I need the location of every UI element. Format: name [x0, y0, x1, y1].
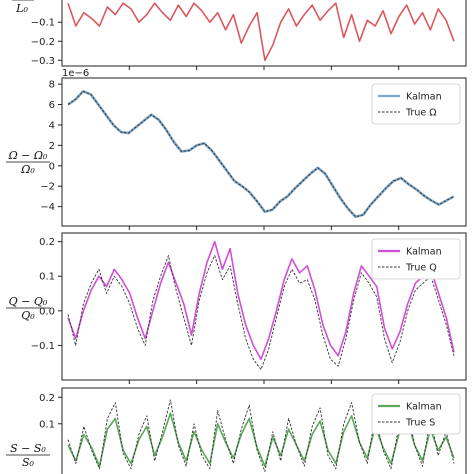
legend: Kalman True Ω: [371, 83, 461, 125]
legend-label: True Q: [405, 263, 437, 274]
legend-label: Kalman: [406, 402, 442, 413]
y-tick-label: −0.1: [31, 18, 55, 29]
series-line-true-s: [67, 399, 455, 472]
y-tick-label: −0.1: [31, 341, 55, 352]
series-line-l: [67, 2, 455, 62]
y-tick-label: 4: [49, 120, 55, 131]
y-tick-label: 6: [49, 100, 55, 111]
legend-box: [371, 83, 461, 125]
y-tick-label: 2: [49, 141, 55, 152]
legend-box: [371, 238, 461, 280]
series-line-kalman: [67, 240, 455, 361]
y-tick-label: −2: [40, 182, 55, 193]
y-tick-label: −0.3: [31, 56, 55, 67]
y-tick-label: 0.2: [39, 237, 55, 248]
y-axis-label: L₀: [12, 0, 34, 15]
y-label-numerator: Ω − Ω₀: [8, 149, 48, 162]
legend-label: Kalman: [406, 92, 442, 103]
y-label-denominator: S₀: [22, 456, 35, 469]
axis-offset-text: 1e−6: [62, 68, 89, 79]
y-tick-label: 0.1: [39, 419, 55, 430]
legend-label: Kalman: [406, 247, 442, 258]
series-line-true-q: [67, 255, 455, 371]
y-tick-label: −4: [40, 202, 55, 213]
y-label-denominator: L₀: [15, 2, 28, 15]
series-line-true-ω: [67, 90, 455, 218]
y-label-denominator: Q₀: [21, 309, 35, 322]
y-tick-label: 0.1: [39, 272, 55, 283]
series-line-kalman: [67, 412, 455, 468]
legend-label: True S: [405, 418, 435, 429]
y-tick-label: 0: [49, 161, 55, 172]
legend-label: True Ω: [405, 108, 436, 119]
y-label-numerator: S − S₀: [10, 442, 46, 455]
legend: Kalman True S: [371, 393, 461, 435]
axes-frame: [61, 387, 467, 474]
y-tick-label: 8: [49, 80, 55, 91]
y-label-denominator: Ω₀: [20, 163, 35, 176]
y-label-numerator: Q − Q₀: [9, 295, 48, 308]
panel-L: −0.3 −0.2 −0.1L₀: [12, 0, 467, 70]
y-tick-label: −0.2: [31, 37, 55, 48]
legend: Kalman True Q: [371, 238, 461, 280]
legend-box: [371, 393, 461, 435]
y-tick-label: 0.2: [39, 393, 55, 404]
y-tick-label: 0.0: [39, 306, 55, 317]
